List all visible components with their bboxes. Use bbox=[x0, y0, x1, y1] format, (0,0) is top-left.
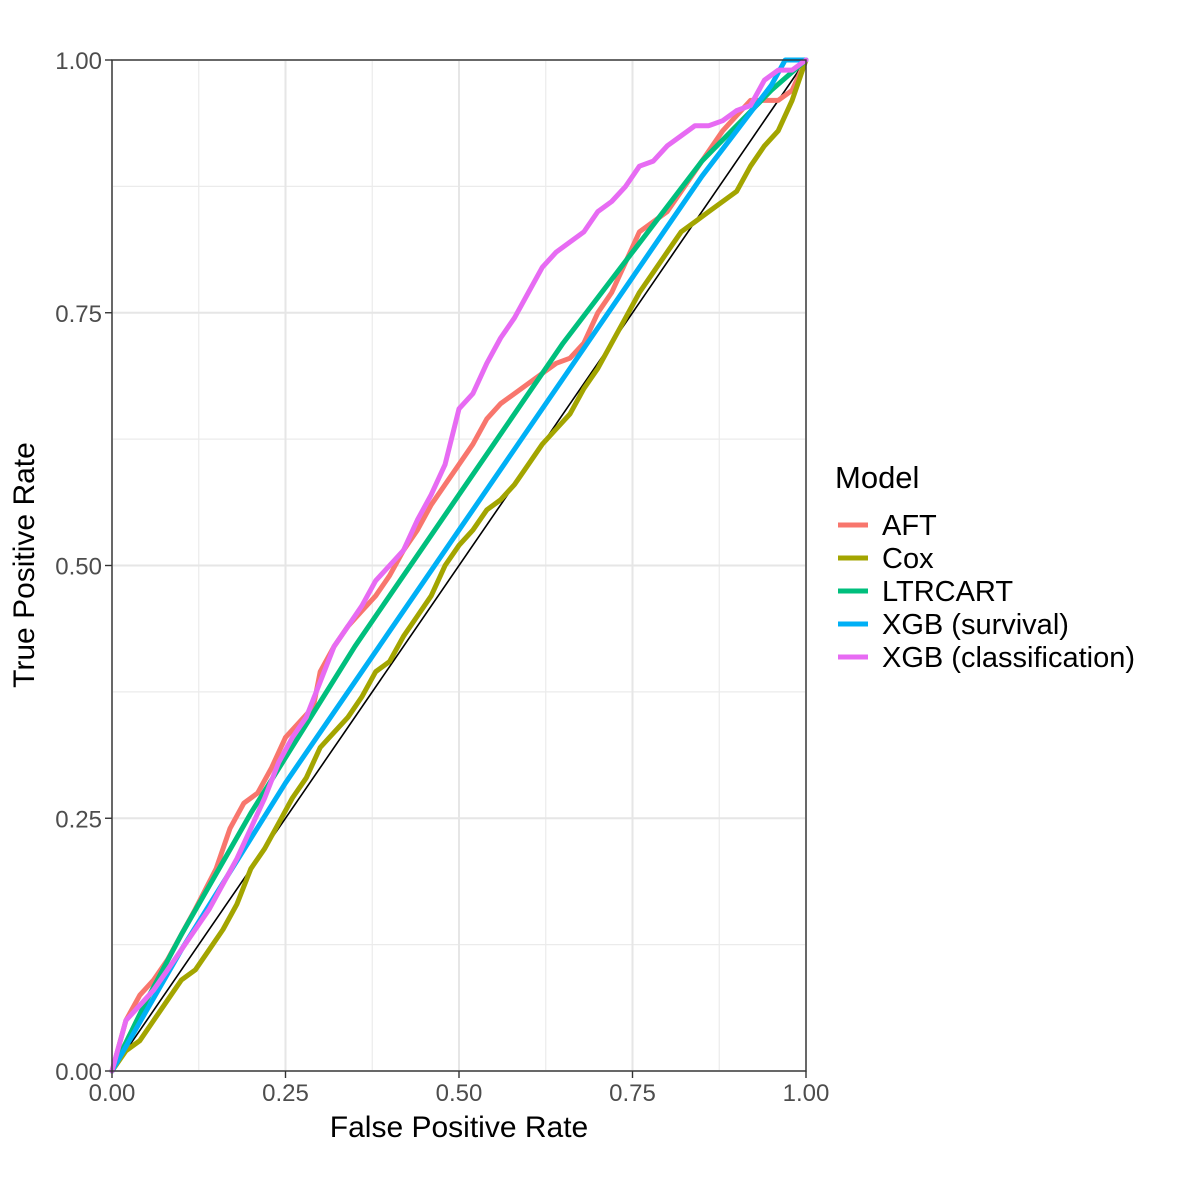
y-tick-label: 0.75 bbox=[55, 301, 102, 328]
x-axis-title: False Positive Rate bbox=[330, 1111, 588, 1144]
series-line-ltrcart bbox=[109, 57, 809, 1074]
x-tick-label: 0.50 bbox=[436, 1080, 483, 1107]
y-axis-title: True Positive Rate bbox=[8, 442, 41, 688]
series-layer bbox=[109, 57, 809, 1074]
legend-label: XGB (survival) bbox=[882, 609, 1069, 641]
x-axis: 0.00 0.25 0.50 0.75 1.00 bbox=[89, 1071, 830, 1107]
y-tick-label: 1.00 bbox=[55, 48, 102, 75]
y-axis: 0.00 0.25 0.50 0.75 1.00 bbox=[55, 48, 112, 1086]
x-tick-label: 0.75 bbox=[609, 1080, 656, 1107]
series-line-xgb-classification bbox=[109, 57, 809, 1074]
reference-diagonal-line bbox=[111, 59, 807, 1072]
legend-label: XGB (classification) bbox=[882, 642, 1135, 674]
y-tick-label: 0.25 bbox=[55, 806, 102, 833]
legend-label: LTRCART bbox=[882, 576, 1013, 608]
series-line-cox bbox=[109, 57, 809, 1074]
legend-label: AFT bbox=[882, 510, 937, 542]
x-tick-label: 0.25 bbox=[262, 1080, 309, 1107]
x-tick-label: 1.00 bbox=[783, 1080, 830, 1107]
y-tick-label: 0.50 bbox=[55, 554, 102, 581]
legend-label: Cox bbox=[882, 543, 934, 575]
legend-title: Model bbox=[835, 460, 919, 495]
y-tick-label: 0.00 bbox=[55, 1059, 102, 1086]
x-tick-label: 0.00 bbox=[89, 1080, 136, 1107]
